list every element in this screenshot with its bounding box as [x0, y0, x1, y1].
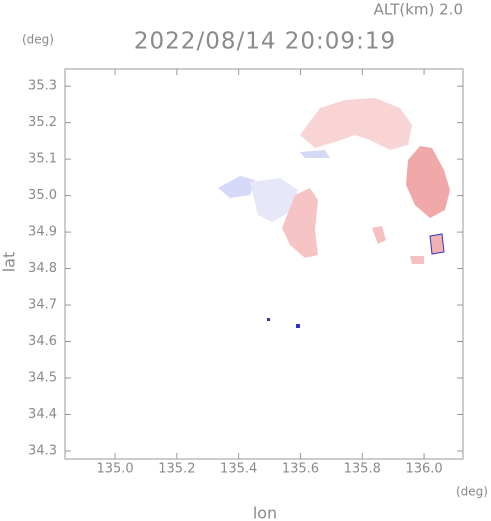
x-tick-label: 135.8: [344, 462, 381, 477]
y-tick-label: 34.8: [28, 261, 57, 276]
y-tick-label: 35.0: [28, 188, 57, 203]
echo-region: [372, 226, 386, 244]
echo-regions: [218, 98, 450, 328]
y-tick-label: 34.5: [28, 371, 57, 386]
echo-region: [300, 98, 412, 150]
echo-region: [429, 233, 445, 255]
y-tick-label: 35.1: [28, 152, 57, 167]
echo-region: [218, 176, 255, 198]
x-axis-label: lon: [253, 504, 277, 521]
x-tick-label: 135.6: [282, 462, 319, 477]
y-tick-label: 34.4: [28, 407, 57, 422]
echo-region: [282, 188, 318, 258]
y-tick-label: 34.7: [28, 298, 57, 313]
x-tick-label: 135.4: [220, 462, 257, 477]
echo-region: [296, 324, 300, 328]
x-tick-label: 135.2: [158, 462, 195, 477]
x-tick-label: 135.0: [96, 462, 133, 477]
y-tick-label: 34.3: [28, 443, 57, 458]
x-tick-label: 136.0: [405, 462, 442, 477]
y-axis-label: lat: [0, 252, 19, 273]
y-tick-label: 35.3: [28, 79, 57, 94]
y-unit: (deg): [22, 33, 54, 47]
echo-region: [410, 256, 424, 264]
plot-frame: [64, 68, 464, 460]
y-tick-label: 35.2: [28, 115, 57, 130]
chart-title: 2022/08/14 20:09:19: [134, 29, 396, 55]
x-unit: (deg): [456, 485, 488, 499]
echo-region: [267, 318, 270, 321]
echo-region: [250, 178, 298, 222]
echo-region: [406, 146, 450, 218]
y-tick-label: 34.9: [28, 225, 57, 240]
altitude-label: ALT(km) 2.0: [374, 1, 463, 19]
y-tick-label: 34.6: [28, 334, 57, 349]
echo-region: [300, 150, 330, 158]
